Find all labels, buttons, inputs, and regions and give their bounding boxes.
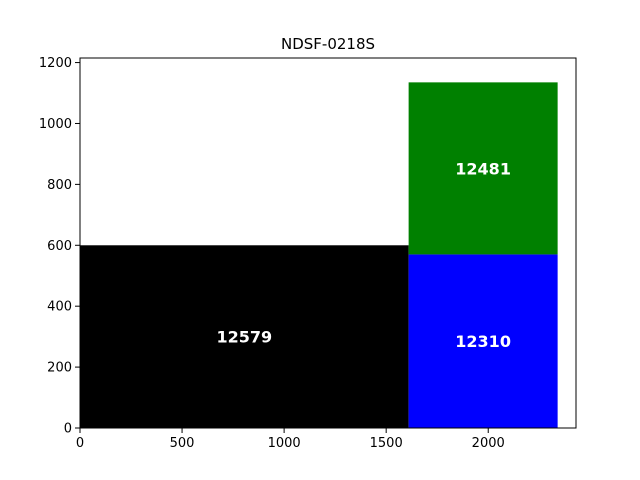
x-tick-label: 500 (170, 436, 195, 451)
rects-layer (80, 82, 558, 428)
rect-labels: 12579 12310 12481 (216, 159, 510, 351)
treemap-rect-12579 (80, 245, 409, 428)
y-tick-label: 200 (47, 361, 72, 376)
y-axis: 0 200 400 600 800 1000 1200 (39, 56, 80, 437)
x-axis: 0 500 1000 1500 2000 (76, 428, 505, 451)
y-tick-label: 1200 (39, 56, 72, 71)
x-tick-label: 2000 (472, 436, 505, 451)
x-tick-label: 1000 (268, 436, 301, 451)
y-tick-label: 0 (64, 422, 72, 437)
chart-title: NDSF-0218S (281, 35, 375, 53)
x-tick-label: 0 (76, 436, 84, 451)
y-tick-label: 800 (47, 178, 72, 193)
treemap-rect-12310 (408, 254, 558, 428)
treemap-rect-12481 (408, 82, 558, 255)
y-tick-label: 1000 (39, 117, 72, 132)
y-tick-label: 400 (47, 300, 72, 315)
y-tick-label: 600 (47, 239, 72, 254)
rect-label-12310: 12310 (455, 332, 511, 351)
plot-frame (79, 57, 577, 429)
x-tick-label: 1500 (370, 436, 403, 451)
rect-label-12579: 12579 (216, 328, 272, 347)
rect-label-12481: 12481 (455, 159, 511, 178)
